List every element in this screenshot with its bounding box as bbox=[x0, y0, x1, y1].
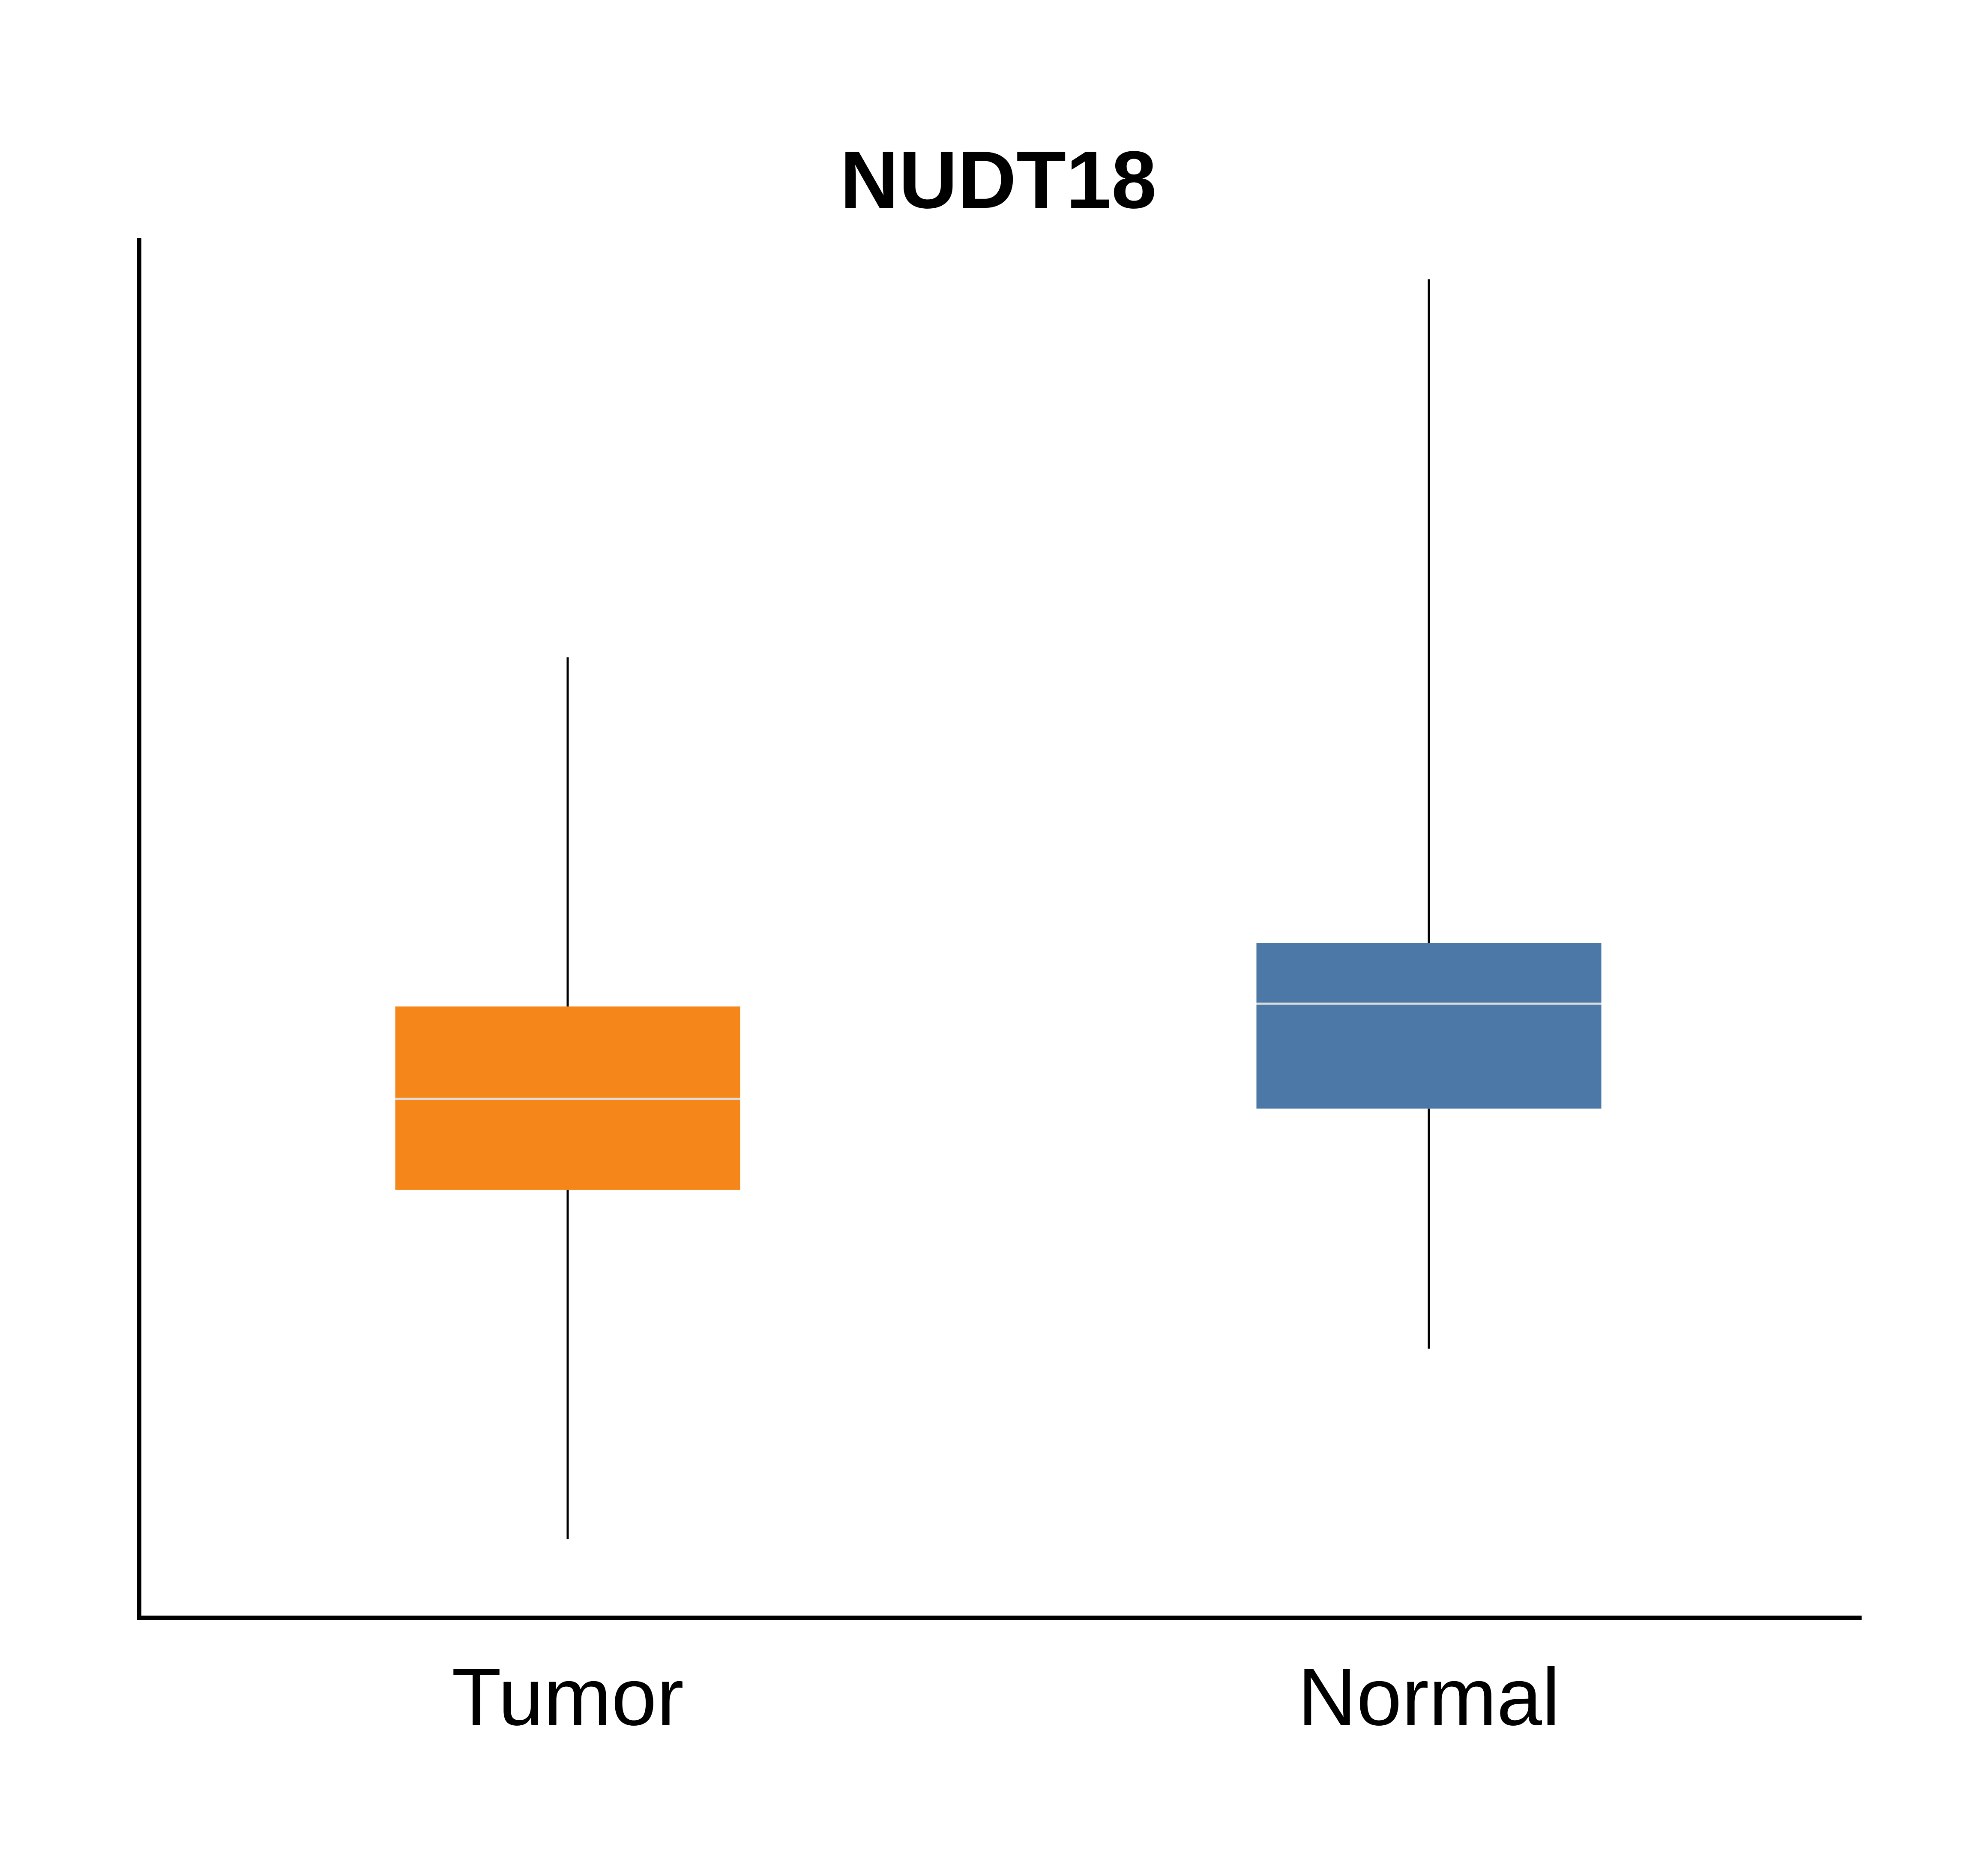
iqr-box-normal bbox=[1256, 943, 1602, 1109]
x-tick-label-normal: Normal bbox=[1298, 1652, 1560, 1742]
x-tick-label-tumor: Tumor bbox=[452, 1652, 684, 1742]
box-tumor bbox=[395, 657, 740, 1539]
box-series-group bbox=[395, 279, 1602, 1539]
chart-title: NUDT18 bbox=[840, 135, 1156, 225]
box-normal bbox=[1256, 279, 1602, 1349]
